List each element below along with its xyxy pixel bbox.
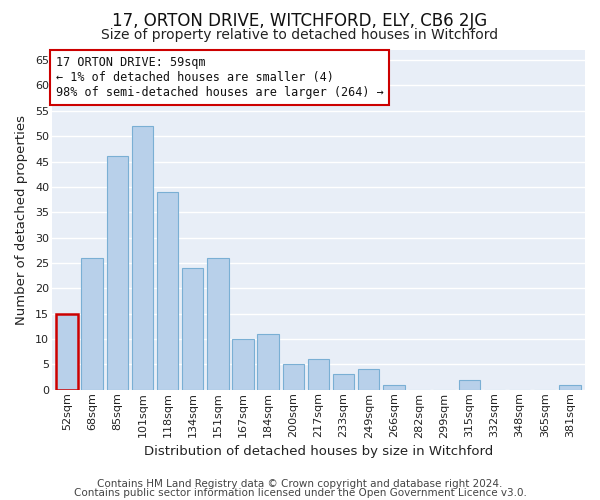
Bar — [107, 156, 128, 390]
Bar — [56, 314, 77, 390]
Y-axis label: Number of detached properties: Number of detached properties — [15, 115, 28, 325]
Bar — [308, 359, 329, 390]
Bar — [257, 334, 279, 390]
Bar — [207, 258, 229, 390]
Text: Size of property relative to detached houses in Witchford: Size of property relative to detached ho… — [101, 28, 499, 42]
Bar — [559, 384, 581, 390]
Bar — [82, 258, 103, 390]
Text: 17, ORTON DRIVE, WITCHFORD, ELY, CB6 2JG: 17, ORTON DRIVE, WITCHFORD, ELY, CB6 2JG — [112, 12, 488, 30]
X-axis label: Distribution of detached houses by size in Witchford: Distribution of detached houses by size … — [144, 444, 493, 458]
Bar — [232, 339, 254, 390]
Bar — [358, 370, 379, 390]
Bar — [131, 126, 153, 390]
Bar — [283, 364, 304, 390]
Text: Contains HM Land Registry data © Crown copyright and database right 2024.: Contains HM Land Registry data © Crown c… — [97, 479, 503, 489]
Bar — [458, 380, 480, 390]
Text: Contains public sector information licensed under the Open Government Licence v3: Contains public sector information licen… — [74, 488, 526, 498]
Bar — [333, 374, 354, 390]
Bar — [157, 192, 178, 390]
Bar — [182, 268, 203, 390]
Bar — [383, 384, 404, 390]
Text: 17 ORTON DRIVE: 59sqm
← 1% of detached houses are smaller (4)
98% of semi-detach: 17 ORTON DRIVE: 59sqm ← 1% of detached h… — [56, 56, 383, 99]
